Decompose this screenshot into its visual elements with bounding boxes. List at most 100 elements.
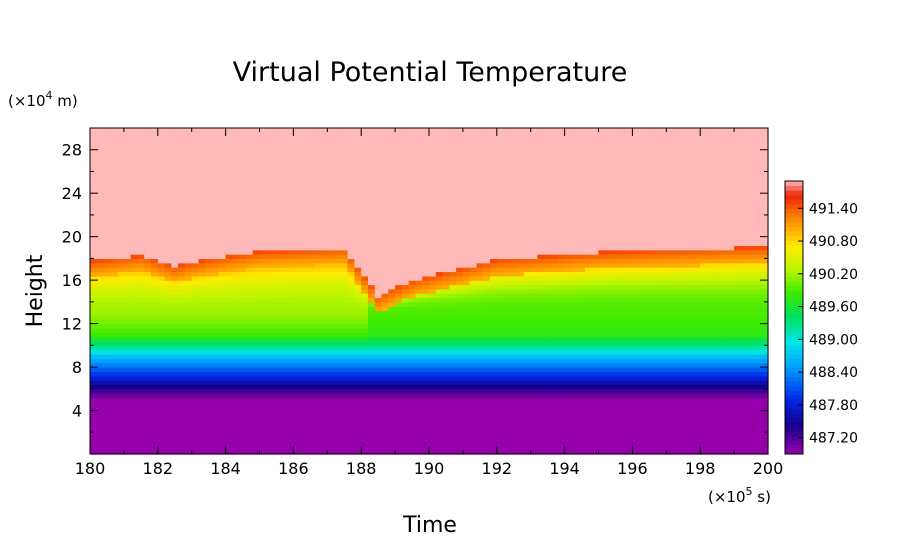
heatmap-cell xyxy=(367,141,376,146)
heatmap-cell xyxy=(496,219,505,225)
heatmap-cell xyxy=(103,175,111,181)
heatmap-cell xyxy=(435,154,444,160)
heatmap-cell xyxy=(462,345,471,351)
heatmap-cell xyxy=(245,367,254,373)
heatmap-cell xyxy=(164,284,172,290)
heatmap-cell xyxy=(537,349,545,355)
heatmap-cell xyxy=(300,197,308,203)
heatmap-cell xyxy=(517,375,525,381)
heatmap-cell xyxy=(374,214,383,220)
heatmap-cell xyxy=(279,241,288,246)
heatmap-cell xyxy=(123,367,132,373)
heatmap-cell xyxy=(510,445,518,451)
heatmap-cell xyxy=(313,340,322,346)
heatmap-cell xyxy=(110,432,118,438)
heatmap-cell xyxy=(490,301,498,307)
heatmap-cell xyxy=(130,219,139,225)
heatmap-cell xyxy=(157,319,166,325)
heatmap-cell xyxy=(164,210,172,216)
heatmap-cell xyxy=(415,410,423,416)
heatmap-cell xyxy=(259,227,267,233)
heatmap-cell xyxy=(388,223,396,229)
heatmap-cell xyxy=(435,410,444,416)
heatmap-cell xyxy=(286,262,294,268)
heatmap-cell xyxy=(110,280,118,286)
heatmap-cell xyxy=(334,141,342,146)
heatmap-cell xyxy=(191,158,200,164)
heatmap-cell xyxy=(266,354,274,359)
heatmap-cell xyxy=(130,380,139,386)
heatmap-cell xyxy=(334,445,342,451)
heatmap-cell xyxy=(347,367,356,373)
heatmap-cell xyxy=(144,241,152,246)
heatmap-cell xyxy=(137,167,145,173)
heatmap-cell xyxy=(442,440,450,446)
heatmap-cell xyxy=(306,141,315,146)
heatmap-cell xyxy=(537,388,545,394)
heatmap-cell xyxy=(137,141,145,146)
heatmap-cell xyxy=(327,154,335,160)
heatmap-cell xyxy=(212,427,220,433)
heatmap-cell xyxy=(110,332,118,338)
heatmap-cell xyxy=(381,236,389,242)
heatmap-cell xyxy=(144,201,152,207)
heatmap-cell xyxy=(408,193,417,199)
heatmap-cell xyxy=(496,254,505,259)
heatmap-cell xyxy=(523,254,532,259)
heatmap-cell xyxy=(96,388,105,394)
heatmap-cell xyxy=(334,262,342,268)
heatmap-cell xyxy=(361,275,369,281)
heatmap-cell xyxy=(151,297,159,303)
heatmap-cell xyxy=(327,310,335,316)
heatmap-cell xyxy=(130,188,139,194)
heatmap-cell xyxy=(273,241,281,246)
heatmap-cell xyxy=(239,371,247,377)
heatmap-cell xyxy=(110,136,118,142)
heatmap-cell xyxy=(239,293,247,299)
heatmap-cell xyxy=(212,336,220,342)
heatmap-cell xyxy=(408,345,417,351)
heatmap-cell xyxy=(449,310,457,316)
heatmap-cell xyxy=(96,432,105,438)
heatmap-cell xyxy=(530,158,539,164)
heatmap-cell xyxy=(469,162,478,168)
heatmap-cell xyxy=(449,154,457,160)
heatmap-cell xyxy=(334,206,342,212)
heatmap-cell xyxy=(225,401,233,407)
heatmap-cell xyxy=(388,423,396,429)
heatmap-cell xyxy=(137,214,145,220)
heatmap-cell xyxy=(367,427,376,433)
heatmap-cell xyxy=(103,193,111,199)
heatmap-cell xyxy=(347,384,356,390)
heatmap-cell xyxy=(286,393,294,399)
heatmap-cell xyxy=(496,367,505,373)
heatmap-cell xyxy=(218,367,227,373)
heatmap-cell xyxy=(90,345,98,351)
heatmap-cell xyxy=(388,354,396,359)
heatmap-cell xyxy=(259,345,267,351)
heatmap-cell xyxy=(381,288,389,294)
heatmap-cell xyxy=(218,297,227,303)
heatmap-cell xyxy=(537,380,545,386)
heatmap-cell xyxy=(117,206,125,212)
heatmap-cell xyxy=(218,371,227,377)
heatmap-cell xyxy=(415,358,423,364)
heatmap-cell xyxy=(442,388,450,394)
heatmap-cell xyxy=(327,197,335,203)
heatmap-cell xyxy=(259,154,267,160)
heatmap-cell xyxy=(490,327,498,333)
heatmap-cell xyxy=(117,371,125,377)
heatmap-cell xyxy=(530,145,539,151)
heatmap-cell xyxy=(381,141,389,146)
heatmap-cell xyxy=(442,367,450,373)
heatmap-cell xyxy=(252,375,261,381)
heatmap-cell xyxy=(137,184,145,190)
heatmap-cell xyxy=(523,201,532,207)
heatmap-cell xyxy=(225,171,233,177)
heatmap-cell xyxy=(456,332,464,338)
heatmap-cell xyxy=(530,236,539,242)
heatmap-cell xyxy=(164,319,172,325)
heatmap-cell xyxy=(300,245,308,251)
heatmap-cell xyxy=(164,327,172,333)
heatmap-cell xyxy=(354,149,362,155)
